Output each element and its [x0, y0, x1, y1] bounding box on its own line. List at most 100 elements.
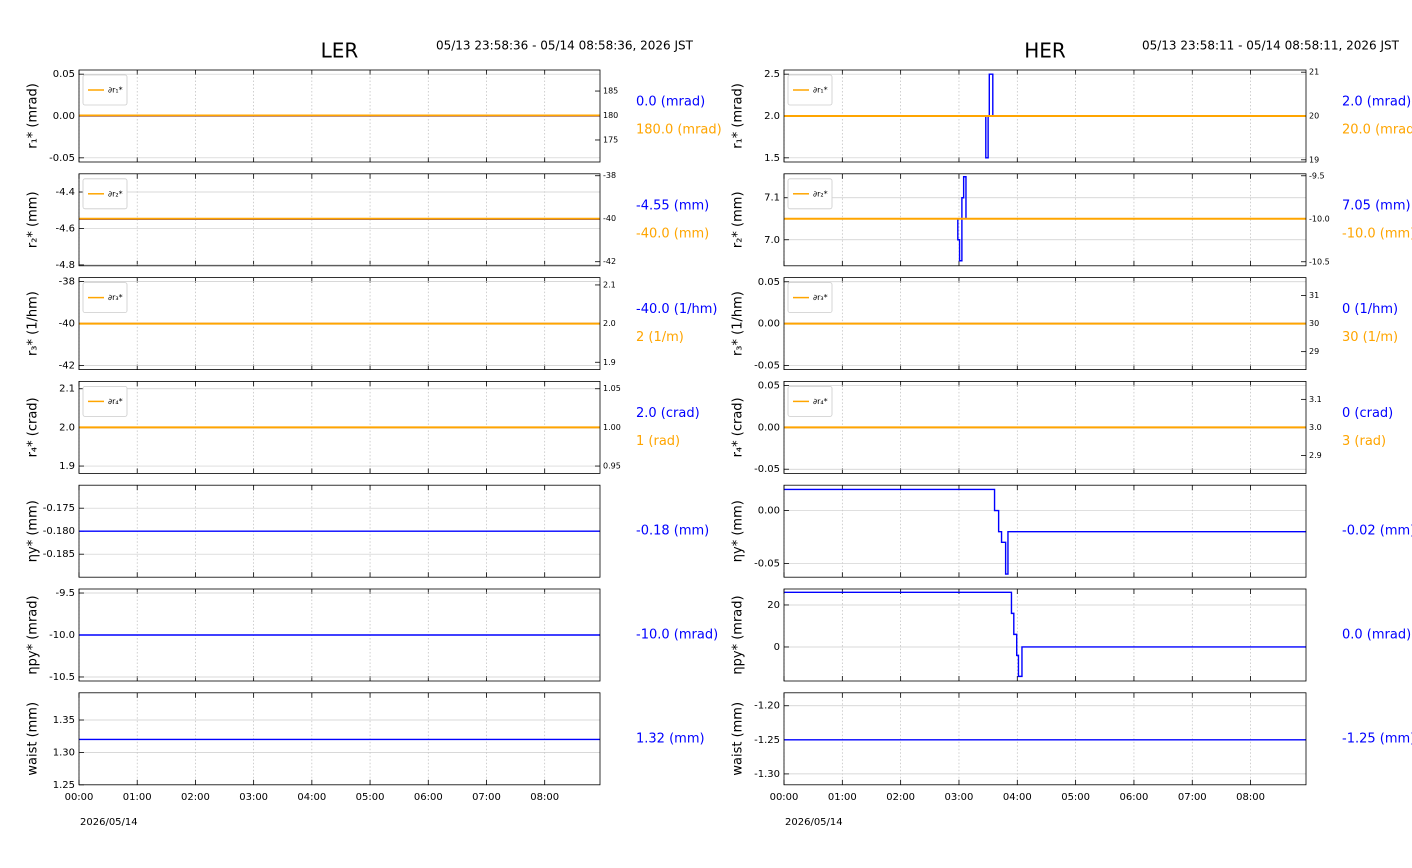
y-axis-label: ηpy* (mrad): [731, 595, 746, 674]
side-label: -40.0 (mm): [636, 226, 709, 241]
x-tick-label: 04:00: [1003, 792, 1032, 803]
y-tick-label: 0.05: [53, 69, 75, 80]
y2-tick-label: 0.95: [603, 462, 621, 471]
side-label: 1.32 (mm): [636, 731, 705, 746]
side-label: 0 (crad): [1342, 406, 1393, 421]
x-tick-label: 07:00: [472, 792, 501, 803]
side-label: 2.0 (mrad): [1342, 95, 1411, 110]
plot-area: [784, 589, 1306, 681]
side-label: -40.0 (1/hm): [636, 302, 717, 317]
y-tick-label: 1.30: [53, 747, 75, 758]
x-tick-label: 08:00: [530, 792, 559, 803]
y2-tick-label: 2.1: [603, 280, 616, 289]
x-date-label: 2026/05/14: [80, 817, 138, 828]
y-axis-label: ηpy* (mrad): [26, 595, 41, 674]
y-tick-label: -0.185: [43, 549, 75, 560]
y2-tick-label: 185: [603, 87, 618, 96]
y-tick-label: 0.00: [758, 506, 780, 517]
y-tick-label: -1.20: [754, 701, 780, 712]
time-range: 05/13 23:58:11 - 05/14 08:58:11, 2026 JS…: [1142, 39, 1400, 53]
x-tick-label: 04:00: [297, 792, 326, 803]
y-tick-label: 0.00: [758, 422, 780, 433]
y2-tick-label: 1.00: [603, 423, 621, 432]
y-axis-label: ηy* (mm): [731, 500, 746, 562]
y2-tick-label: 3.0: [1309, 423, 1322, 432]
y-tick-label: -4.6: [55, 223, 75, 234]
side-label: 0.0 (mrad): [1342, 628, 1411, 643]
y-tick-label: -0.180: [43, 526, 75, 537]
x-tick-label: 05:00: [356, 792, 385, 803]
x-tick-label: 02:00: [886, 792, 915, 803]
y-tick-label: -4.4: [55, 187, 75, 198]
y-tick-label: 0.00: [53, 111, 75, 122]
y-tick-label: 2.0: [764, 111, 780, 122]
y-tick-label: -10.0: [49, 630, 75, 641]
x-tick-label: 00:00: [65, 792, 94, 803]
y-tick-label: -4.8: [55, 260, 75, 271]
x-date-label: 2026/05/14: [785, 817, 843, 828]
panel: 7.07.1-9.5-10.0-10.5∂r₂*r₂* (mm)7.05 (mm…: [731, 171, 1412, 266]
y2-tick-label: -40: [603, 214, 616, 223]
legend-label: ∂r₁*: [108, 86, 123, 95]
y-axis-label: ηy* (mm): [26, 500, 41, 562]
y2-tick-label: 30: [1309, 319, 1319, 328]
side-label: 7.05 (mm): [1342, 198, 1411, 213]
y-tick-label: -0.05: [754, 360, 780, 371]
legend-label: ∂r₃*: [813, 293, 828, 302]
time-range: 05/13 23:58:36 - 05/14 08:58:36, 2026 JS…: [436, 39, 694, 53]
y2-tick-label: 21: [1309, 68, 1319, 77]
y2-tick-label: 29: [1309, 347, 1319, 356]
y-tick-label: 2.5: [764, 69, 780, 80]
y-tick-label: 1.5: [764, 153, 780, 164]
y-tick-label: -10.5: [49, 672, 75, 683]
y2-tick-label: 3.1: [1309, 395, 1322, 404]
x-tick-label: 07:00: [1178, 792, 1207, 803]
column-title: HER: [1024, 39, 1066, 63]
side-label: 0.0 (mrad): [636, 95, 705, 110]
y2-tick-label: 31: [1309, 291, 1319, 300]
legend-label: ∂r₄*: [813, 397, 828, 406]
plot-area: [784, 693, 1306, 785]
column-title: LER: [321, 39, 359, 63]
side-label: -10.0 (mrad): [636, 628, 718, 643]
y-tick-label: -1.30: [754, 769, 780, 780]
y2-tick-label: 20: [1309, 112, 1319, 121]
y2-tick-label: 2.0: [603, 319, 616, 328]
legend-label: ∂r₄*: [108, 397, 123, 406]
y-axis-label: r₁* (mrad): [731, 83, 746, 149]
y2-tick-label: -9.5: [1309, 171, 1325, 180]
panel: -4.4-4.6-4.8-38-40-42∂r₂*r₂* (mm)-4.55 (…: [26, 171, 710, 271]
y-tick-label: 7.0: [764, 235, 780, 246]
y-tick-label: -40: [59, 319, 75, 330]
side-label: -4.55 (mm): [636, 198, 709, 213]
x-tick-label: 02:00: [181, 792, 210, 803]
legend-label: ∂r₂*: [813, 189, 828, 198]
y2-tick-label: 2.9: [1309, 451, 1322, 460]
y-axis-label: waist (mm): [731, 702, 746, 776]
panel: 1.5 2.0 2.5 19 20 21 ∂r₁* r₁* (mrad) 2.0 (mrad) 2…: [731, 39, 1412, 165]
y-tick-label: -0.175: [43, 503, 75, 514]
side-label: 2.0 (crad): [636, 406, 700, 421]
x-tick-label: 05:00: [1061, 792, 1090, 803]
y-tick-label: -0.05: [49, 153, 75, 164]
y-tick-label: -42: [59, 361, 75, 372]
panel: -38-40-422.12.01.9∂r₃*r₃* (1/hm)-40.0 (1…: [26, 277, 718, 372]
legend-label: ∂r₁*: [813, 86, 828, 95]
x-tick-label: 06:00: [414, 792, 443, 803]
y-tick-label: 0.00: [758, 319, 780, 330]
y2-tick-label: -38: [603, 171, 616, 180]
y-axis-label: waist (mm): [26, 702, 41, 776]
y2-tick-label: 180: [603, 111, 618, 120]
y-tick-label: 1.25: [53, 780, 75, 791]
x-tick-label: 00:00: [770, 792, 799, 803]
y-tick-label: 1.35: [53, 715, 75, 726]
side-label: 20.0 (mrad): [1342, 123, 1412, 138]
y2-tick-label: 19: [1309, 155, 1319, 164]
x-tick-label: 06:00: [1120, 792, 1149, 803]
